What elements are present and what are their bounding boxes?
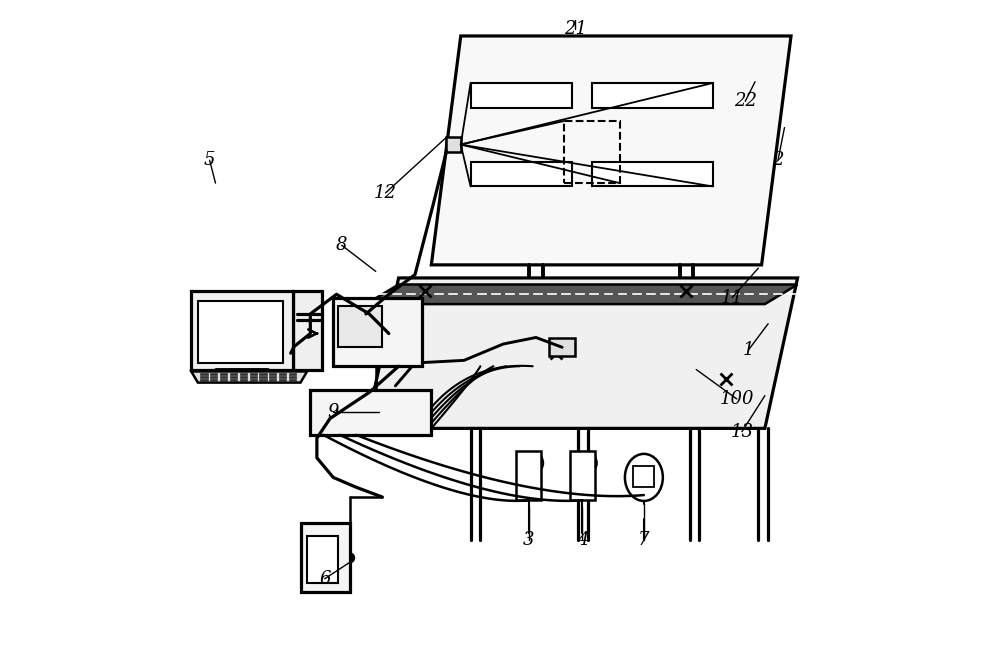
Bar — [250, 376, 257, 378]
Circle shape — [414, 345, 426, 357]
Bar — [210, 376, 217, 378]
Polygon shape — [431, 36, 791, 265]
Ellipse shape — [529, 454, 543, 472]
Text: 12: 12 — [374, 184, 397, 202]
Circle shape — [399, 327, 416, 344]
Bar — [230, 376, 237, 378]
Circle shape — [401, 353, 413, 364]
Bar — [220, 376, 227, 378]
Bar — [333, 298, 422, 366]
Text: 5: 5 — [204, 151, 215, 169]
Bar — [289, 379, 296, 381]
Bar — [210, 379, 217, 381]
Text: 13: 13 — [730, 422, 753, 441]
Circle shape — [321, 407, 333, 419]
Polygon shape — [366, 284, 798, 304]
Bar — [210, 373, 217, 375]
Text: 4: 4 — [577, 530, 588, 549]
Bar — [564, 121, 620, 183]
Bar — [279, 376, 286, 378]
Circle shape — [360, 407, 372, 419]
Text: 11: 11 — [721, 288, 744, 307]
Bar — [200, 373, 208, 375]
Bar — [200, 376, 208, 378]
Bar — [240, 373, 247, 375]
Bar — [446, 137, 461, 152]
Bar — [250, 379, 257, 381]
Bar — [230, 373, 237, 375]
Bar — [471, 83, 572, 108]
Circle shape — [334, 407, 346, 419]
Bar — [230, 379, 237, 381]
Text: 6: 6 — [319, 570, 330, 588]
Bar — [310, 390, 431, 435]
Text: 7: 7 — [638, 530, 650, 549]
Circle shape — [340, 407, 352, 419]
Text: 2: 2 — [772, 151, 784, 169]
Text: 22: 22 — [734, 92, 757, 111]
Bar — [269, 379, 276, 381]
Polygon shape — [191, 371, 307, 383]
Bar — [549, 338, 575, 356]
Bar — [200, 379, 208, 381]
Bar — [289, 376, 296, 378]
Bar — [279, 379, 286, 381]
Text: 3: 3 — [523, 530, 535, 549]
Bar — [220, 379, 227, 381]
Bar — [570, 451, 595, 500]
Bar — [269, 376, 276, 378]
Bar — [338, 306, 382, 347]
Bar — [293, 291, 322, 370]
Circle shape — [327, 407, 339, 419]
Bar — [259, 379, 267, 381]
Bar — [289, 373, 296, 375]
Circle shape — [401, 345, 413, 357]
Text: 100: 100 — [719, 390, 754, 408]
Bar — [220, 373, 227, 375]
Ellipse shape — [582, 454, 597, 472]
Bar — [516, 451, 541, 500]
Ellipse shape — [625, 454, 663, 501]
Bar — [240, 379, 247, 381]
Circle shape — [314, 407, 326, 419]
Text: 8: 8 — [336, 236, 347, 254]
Circle shape — [345, 553, 354, 562]
Circle shape — [414, 353, 426, 364]
Text: 9: 9 — [327, 403, 339, 421]
Bar — [307, 536, 338, 583]
Bar — [198, 301, 283, 363]
Bar — [191, 291, 293, 370]
Bar — [301, 523, 350, 592]
Bar — [269, 373, 276, 375]
Text: 1: 1 — [743, 341, 754, 359]
Bar — [279, 373, 286, 375]
Bar — [250, 373, 257, 375]
Bar — [592, 83, 713, 108]
Polygon shape — [366, 278, 798, 428]
Text: 21: 21 — [564, 20, 587, 39]
Circle shape — [347, 407, 359, 419]
Circle shape — [388, 353, 400, 364]
Bar — [592, 162, 713, 186]
Circle shape — [354, 407, 365, 419]
Bar — [240, 376, 247, 378]
Circle shape — [388, 345, 400, 357]
Bar — [471, 162, 572, 186]
Bar — [259, 376, 267, 378]
Bar — [633, 466, 654, 487]
Circle shape — [386, 327, 403, 344]
Bar — [259, 373, 267, 375]
